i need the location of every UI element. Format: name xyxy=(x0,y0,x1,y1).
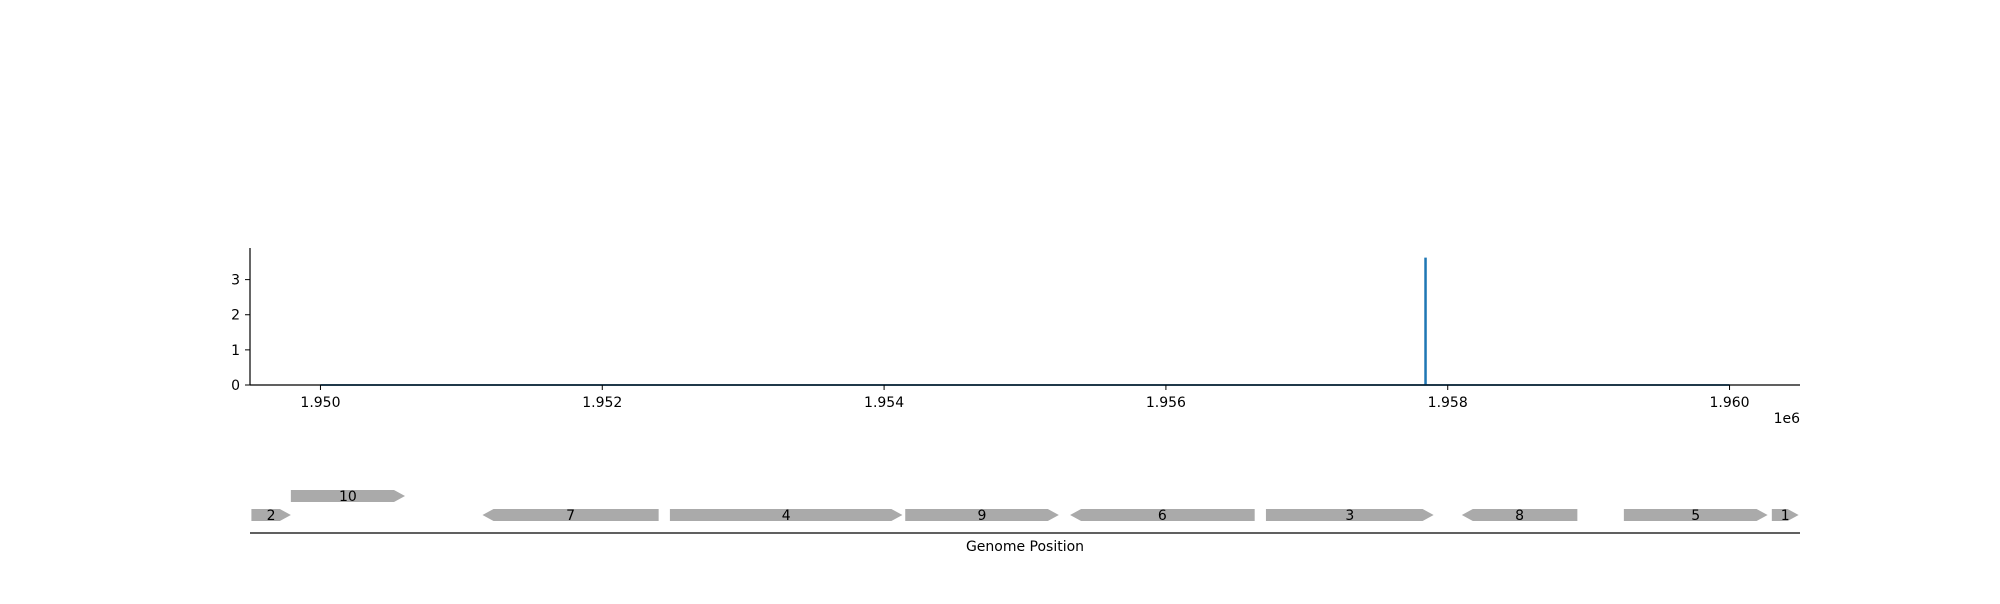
gene-arrow xyxy=(1070,509,1255,521)
gene-2: 2 xyxy=(251,508,291,524)
gene-label: 10 xyxy=(339,489,357,505)
gene-label: 2 xyxy=(267,508,276,524)
coverage-plot: 1.950 1.952 1.954 1.956 1.958 1.960 0 1 2 3 1e6 xyxy=(231,248,1800,427)
gene-label: 1 xyxy=(1781,508,1790,524)
x-tick-label: 1.952 xyxy=(582,395,622,411)
y-ticks: 0 1 2 3 xyxy=(231,273,250,394)
x-tick-label: 1.954 xyxy=(864,395,904,411)
genes: 2 10 7 4 9 6 3 8 5 1 xyxy=(251,489,1799,524)
coverage-series xyxy=(320,257,1730,386)
gene-label: 5 xyxy=(1691,508,1700,524)
x-ticks: 1.950 1.952 1.954 1.956 1.958 1.960 xyxy=(300,385,1750,411)
gene-arrow xyxy=(1623,509,1768,521)
gene-arrow xyxy=(1265,509,1434,521)
gene-5: 5 xyxy=(1623,508,1768,524)
gene-arrow xyxy=(669,509,903,521)
gene-arrow xyxy=(905,509,1059,521)
y-tick-label: 0 xyxy=(231,378,240,394)
gene-label: 8 xyxy=(1515,508,1524,524)
x-tick-label: 1.956 xyxy=(1146,395,1186,411)
gene-arrow xyxy=(290,490,405,502)
gene-arrow xyxy=(251,509,291,521)
gene-label: 9 xyxy=(978,508,987,524)
y-tick-label: 2 xyxy=(231,308,240,324)
x-tick-label: 1.958 xyxy=(1428,395,1468,411)
gene-arrow xyxy=(482,509,659,521)
gene-9: 9 xyxy=(905,508,1059,524)
y-tick-label: 3 xyxy=(231,273,240,289)
gene-8: 8 xyxy=(1461,508,1578,524)
gene-arrow xyxy=(1771,509,1799,521)
gene-label: 4 xyxy=(782,508,791,524)
gene-7: 7 xyxy=(482,508,659,524)
x-tick-label: 1.950 xyxy=(300,395,340,411)
gene-track: 2 10 7 4 9 6 3 8 5 1 Genome Position xyxy=(250,489,1800,555)
gene-label: 3 xyxy=(1345,508,1354,524)
gene-4: 4 xyxy=(669,508,903,524)
gene-arrow xyxy=(1461,509,1578,521)
gene-3: 3 xyxy=(1265,508,1434,524)
gene-6: 6 xyxy=(1070,508,1255,524)
gene-label: 7 xyxy=(566,508,575,524)
y-tick-label: 1 xyxy=(231,343,240,359)
x-axis-label: Genome Position xyxy=(966,539,1084,555)
coverage-line-0 xyxy=(320,257,1730,386)
gene-10: 10 xyxy=(290,489,405,505)
x-offset-label: 1e6 xyxy=(1774,411,1801,427)
x-tick-label: 1.960 xyxy=(1709,395,1749,411)
gene-1: 1 xyxy=(1771,508,1799,524)
gene-label: 6 xyxy=(1158,508,1167,524)
